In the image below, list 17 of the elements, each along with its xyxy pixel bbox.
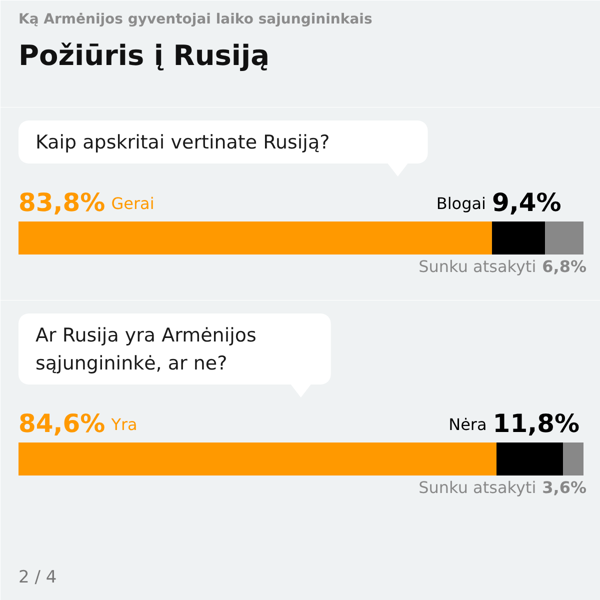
data-label: 83,8% [18,188,106,217]
data-label: 9,4% [492,188,562,217]
data-label: 84,6% [18,409,106,438]
series-label: Blogai [436,194,486,213]
text: 2 / 4 [18,568,57,588]
chart-title: Ar Rusija yra Armėnijos sąjungininkė, ar ne? [36,324,256,374]
series-label: Yra [110,415,138,434]
series-label: Nėra [448,415,487,434]
series-label: Sunku atsakyti [418,257,536,276]
series-label: Sunku atsakyti [418,478,536,497]
text: Ką Armėnijos gyventojai laiko sajungininkais [18,12,372,28]
text: Požiūris į Rusiją [18,39,270,72]
data-label: 3,6% [542,478,586,497]
data-label: 6,8% [542,257,586,276]
data-label: 11,8% [492,409,580,438]
chart-title: Kaip apskritai vertinate Rusiją? [36,132,330,154]
series-label: Gerai [111,194,154,213]
